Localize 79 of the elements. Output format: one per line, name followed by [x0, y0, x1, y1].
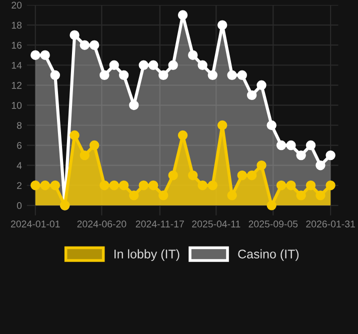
point [148, 180, 158, 190]
point [138, 180, 148, 190]
point [148, 60, 158, 70]
y-tick-label: 8 [17, 122, 22, 129]
point [306, 140, 316, 150]
point [198, 60, 208, 70]
point [246, 170, 257, 180]
point [50, 180, 60, 190]
legend-label: In lobby (IT) [114, 249, 180, 261]
point [256, 160, 266, 170]
y-tick-label: 14 [12, 62, 22, 69]
point [30, 180, 40, 190]
y-tick-label: 0 [16, 202, 22, 210]
y-tick-label: 16 [12, 42, 22, 49]
point [178, 10, 188, 20]
y-tick-label: 4 [16, 162, 22, 169]
point [286, 180, 296, 190]
point [109, 60, 119, 70]
point [237, 70, 247, 80]
point [168, 60, 178, 70]
point [276, 140, 286, 150]
point [217, 120, 228, 130]
point [217, 20, 228, 30]
y-tick-label: 6 [17, 142, 22, 149]
point [100, 180, 110, 190]
point [326, 180, 336, 190]
point [208, 180, 218, 190]
point [266, 120, 276, 130]
point [89, 40, 100, 50]
point [227, 190, 237, 200]
point [168, 170, 178, 180]
point [286, 140, 296, 150]
point [316, 190, 326, 200]
point [158, 70, 168, 80]
x-tick-label: 2024-01-01 [11, 220, 60, 228]
point [129, 100, 139, 110]
x-tick-label: 2025-09-05 [248, 220, 298, 228]
point [326, 150, 336, 160]
point [80, 40, 90, 50]
point [138, 60, 148, 70]
y-tick-label: 10 [12, 102, 22, 109]
point [306, 180, 316, 190]
point [198, 180, 208, 190]
point [70, 130, 80, 140]
x-tick-label: 2024-11-17 [136, 220, 184, 228]
point [246, 90, 257, 100]
x-tick-label: 2026-01-31 [306, 220, 355, 228]
point [80, 150, 90, 160]
point [50, 70, 60, 80]
point [316, 160, 326, 170]
point [118, 70, 129, 80]
point [100, 70, 110, 80]
legend-label: Casino (IT) [238, 249, 299, 261]
point [40, 50, 50, 60]
y-tick-label: 2 [17, 182, 22, 189]
point [227, 70, 237, 80]
point [276, 180, 286, 190]
point [178, 130, 188, 140]
y-tick-label: 20 [12, 2, 22, 9]
y-tick-label: 12 [12, 82, 22, 89]
point [266, 200, 276, 210]
point [70, 30, 80, 40]
x-tick-label: 2024-06-20 [77, 220, 126, 228]
point [129, 190, 139, 200]
point [296, 190, 306, 200]
y-tick-label: 18 [12, 22, 22, 29]
x-tick-label: 2025-04-11 [192, 220, 240, 228]
point [118, 180, 129, 190]
point [188, 170, 198, 180]
point [296, 150, 306, 160]
point [256, 80, 266, 90]
point [237, 170, 247, 180]
point [158, 190, 168, 200]
point [30, 50, 40, 60]
point [208, 70, 218, 80]
point [109, 180, 119, 190]
point [188, 50, 198, 60]
point [40, 180, 50, 190]
point [89, 140, 100, 150]
